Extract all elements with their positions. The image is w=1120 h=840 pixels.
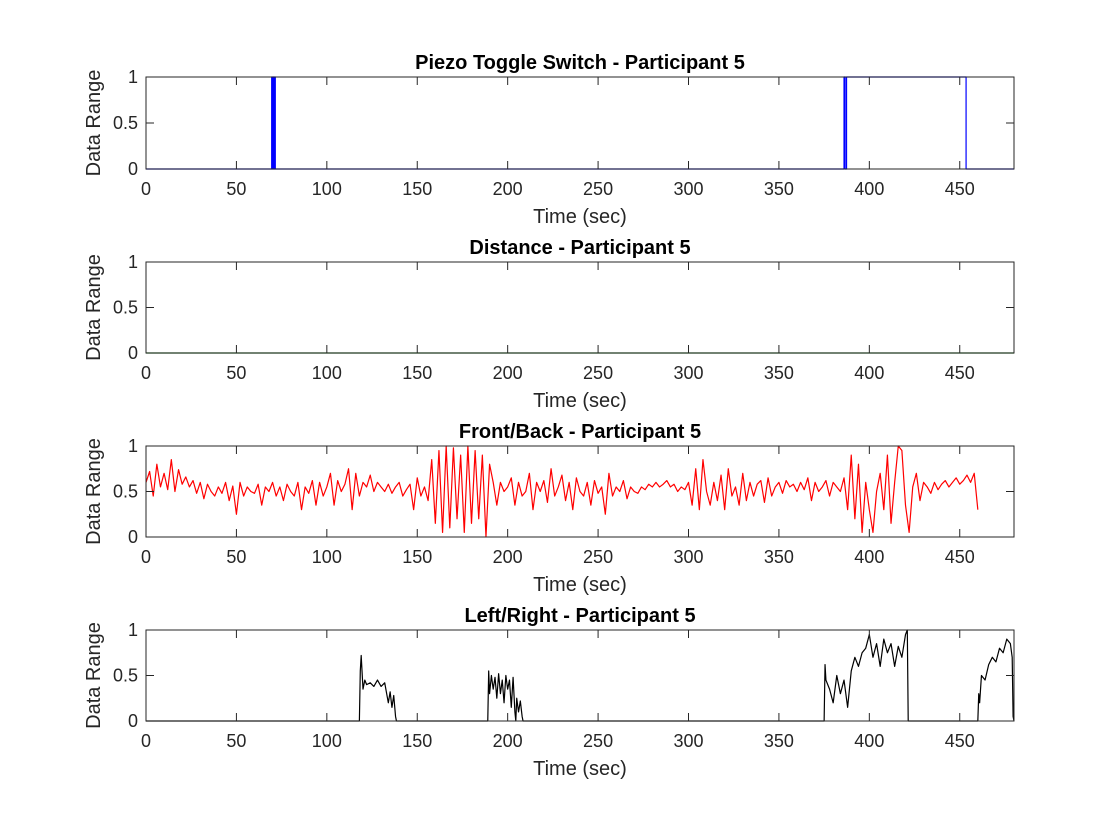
- x-tick-label: 200: [493, 731, 523, 751]
- subplot-3: 0 50 100 150 200 250 300 350 400 450 0 0.5 1 Front/Ba…: [83, 421, 1015, 596]
- x-tick-label: 250: [583, 179, 613, 199]
- x-axis-label: Time (sec): [533, 758, 627, 780]
- x-axis-label: Time (sec): [533, 390, 627, 412]
- x-tick-label: 400: [854, 547, 884, 567]
- x-tick-label: 100: [312, 363, 342, 383]
- x-axis-label: Time (sec): [533, 206, 627, 228]
- x-tick-label: 150: [402, 363, 432, 383]
- x-tick-label: 50: [226, 363, 246, 383]
- x-tick-label: 0: [141, 547, 151, 567]
- x-tick-label: 350: [764, 179, 794, 199]
- x-tick-label: 0: [141, 179, 151, 199]
- x-tick-label: 400: [854, 363, 884, 383]
- subplot-1: 0 50 100 150 200 250 300 350 400 450 0 0.5 1 Piezo To…: [83, 52, 1015, 228]
- x-tick-label: 200: [493, 179, 523, 199]
- x-tick-label: 150: [402, 547, 432, 567]
- subplot-4: 0 50 100 150 200 250 300 350 400 450 0 0.5 1 Left/Rig…: [83, 605, 1015, 780]
- y-tick-label: 1: [128, 67, 138, 87]
- x-tick-label: 450: [945, 731, 975, 751]
- x-tick-label: 300: [673, 731, 703, 751]
- y-axis-label: Data Range: [83, 622, 105, 729]
- x-tick-label: 50: [226, 547, 246, 567]
- x-tick-label: 0: [141, 363, 151, 383]
- x-tick-label: 450: [945, 363, 975, 383]
- y-tick-label: 0.5: [113, 298, 138, 318]
- x-tick-label: 350: [764, 731, 794, 751]
- y-tick-label: 0: [128, 711, 138, 731]
- chart-title: Distance - Participant 5: [469, 237, 690, 259]
- x-tick-label: 400: [854, 731, 884, 751]
- x-tick-label: 300: [673, 547, 703, 567]
- x-tick-label: 50: [226, 731, 246, 751]
- x-tick-label: 450: [945, 547, 975, 567]
- y-tick-label: 0.5: [113, 666, 138, 686]
- x-tick-label: 100: [312, 179, 342, 199]
- y-tick-label: 1: [128, 620, 138, 640]
- x-tick-label: 50: [226, 179, 246, 199]
- chart-title: Front/Back - Participant 5: [459, 421, 701, 443]
- x-tick-label: 400: [854, 179, 884, 199]
- x-tick-label: 250: [583, 547, 613, 567]
- y-tick-label: 0: [128, 343, 138, 363]
- x-tick-label: 250: [583, 731, 613, 751]
- x-tick-label: 200: [493, 547, 523, 567]
- y-axis-label: Data Range: [83, 438, 105, 545]
- x-tick-label: 300: [673, 363, 703, 383]
- x-tick-label: 100: [312, 731, 342, 751]
- y-tick-label: 0.5: [113, 113, 138, 133]
- x-tick-label: 150: [402, 179, 432, 199]
- x-tick-label: 0: [141, 731, 151, 751]
- x-tick-label: 250: [583, 363, 613, 383]
- x-tick-label: 300: [673, 179, 703, 199]
- x-tick-label: 150: [402, 731, 432, 751]
- x-tick-label: 450: [945, 179, 975, 199]
- subplot-2: 0 50 100 150 200 250 300 350 400 450 0 0.5 1 Distance…: [83, 237, 1015, 412]
- y-axis-label: Data Range: [83, 254, 105, 361]
- y-tick-label: 1: [128, 436, 138, 456]
- x-tick-label: 350: [764, 547, 794, 567]
- chart-title: Piezo Toggle Switch - Participant 5: [415, 52, 745, 74]
- x-tick-label: 100: [312, 547, 342, 567]
- y-tick-label: 0: [128, 527, 138, 547]
- x-tick-label: 350: [764, 363, 794, 383]
- y-tick-label: 0.5: [113, 482, 138, 502]
- y-tick-label: 0: [128, 159, 138, 179]
- series-line-1: [146, 445, 979, 538]
- x-tick-label: 200: [493, 363, 523, 383]
- x-axis-label: Time (sec): [533, 574, 627, 596]
- y-axis-label: Data Range: [83, 70, 105, 177]
- chart-title: Left/Right - Participant 5: [464, 605, 695, 627]
- y-tick-label: 1: [128, 252, 138, 272]
